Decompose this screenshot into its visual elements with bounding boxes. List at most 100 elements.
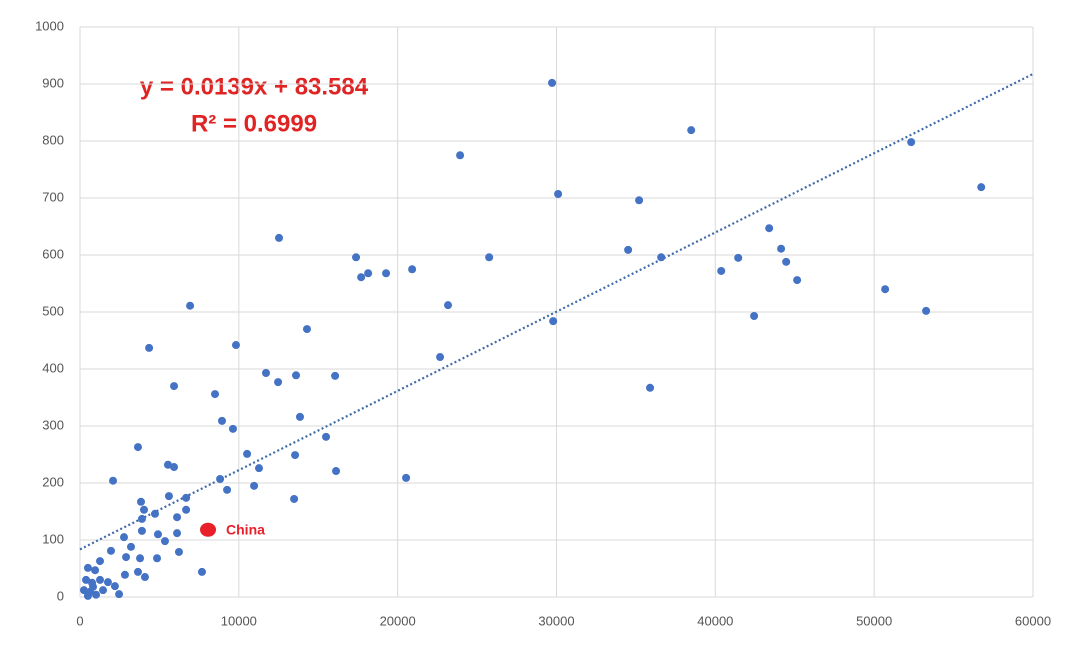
point	[140, 573, 149, 582]
point	[99, 586, 108, 595]
point	[436, 353, 445, 362]
point	[777, 244, 786, 253]
point	[291, 451, 300, 460]
point	[83, 563, 92, 572]
point	[687, 126, 696, 135]
y-tick-label: 500	[42, 303, 64, 318]
point	[173, 513, 182, 522]
point	[150, 509, 159, 518]
point	[322, 432, 331, 441]
point	[96, 575, 105, 584]
point	[160, 537, 169, 546]
point	[119, 533, 128, 542]
point	[765, 224, 774, 233]
point	[332, 467, 341, 476]
point	[274, 378, 283, 387]
point	[231, 341, 240, 350]
point	[382, 269, 391, 278]
point	[136, 554, 145, 563]
r-squared: R² = 0.6999	[191, 110, 317, 137]
point	[153, 530, 162, 539]
point	[624, 245, 633, 254]
point	[750, 311, 759, 320]
x-tick-label: 0	[76, 613, 83, 628]
y-tick-label: 400	[42, 360, 64, 375]
point	[255, 464, 264, 473]
point	[211, 390, 220, 399]
point	[145, 343, 154, 352]
point	[91, 566, 100, 575]
point	[881, 285, 890, 294]
point	[170, 463, 179, 472]
point	[352, 253, 361, 262]
point	[364, 269, 373, 278]
y-tick-label: 800	[42, 132, 64, 147]
point	[106, 546, 115, 555]
point	[89, 582, 98, 591]
highlight-label: China	[226, 521, 265, 537]
trendline	[79, 72, 1034, 551]
x-tick-label: 40000	[697, 613, 733, 628]
point	[922, 306, 931, 315]
y-tick-label: 600	[42, 246, 64, 261]
point	[782, 257, 791, 266]
equation: y = 0.0139x + 83.584	[140, 73, 369, 100]
x-tick-label: 60000	[1015, 613, 1051, 628]
point	[228, 424, 237, 433]
point	[197, 567, 206, 576]
point	[103, 578, 112, 587]
point	[657, 253, 666, 262]
point	[136, 497, 145, 506]
point	[292, 371, 301, 380]
point	[549, 317, 558, 326]
point	[302, 325, 311, 334]
y-tick-label: 1000	[35, 18, 64, 33]
y-tick-label: 900	[42, 75, 64, 90]
point	[109, 476, 118, 485]
x-tick-label: 20000	[380, 613, 416, 628]
point	[96, 557, 105, 566]
point	[554, 190, 563, 199]
point	[734, 253, 743, 262]
point	[115, 590, 124, 599]
point	[261, 368, 270, 377]
point	[217, 416, 226, 425]
point	[635, 196, 644, 205]
point	[82, 575, 91, 584]
point	[717, 266, 726, 275]
point	[164, 492, 173, 501]
point	[295, 412, 304, 421]
point	[331, 371, 340, 380]
point	[163, 460, 172, 469]
point	[186, 301, 195, 310]
point	[907, 138, 916, 147]
point	[357, 273, 366, 282]
point	[170, 382, 179, 391]
point	[977, 183, 986, 192]
point	[133, 567, 142, 576]
y-tick-label: 100	[42, 531, 64, 546]
point	[79, 586, 88, 595]
point	[402, 473, 411, 482]
point	[92, 590, 101, 599]
y-tick-label: 300	[42, 417, 64, 432]
x-tick-label: 10000	[221, 613, 257, 628]
point	[140, 505, 149, 514]
point	[275, 233, 284, 242]
y-tick-label: 700	[42, 189, 64, 204]
point	[120, 570, 129, 579]
point	[174, 547, 183, 556]
point	[110, 582, 119, 591]
point	[444, 301, 453, 310]
point	[182, 505, 191, 514]
point	[646, 383, 655, 392]
y-tick-label: 200	[42, 474, 64, 489]
point	[83, 591, 92, 600]
point	[122, 553, 131, 562]
point	[223, 485, 232, 494]
point	[216, 475, 225, 484]
point	[793, 276, 802, 285]
y-tick-label: 0	[57, 588, 64, 603]
